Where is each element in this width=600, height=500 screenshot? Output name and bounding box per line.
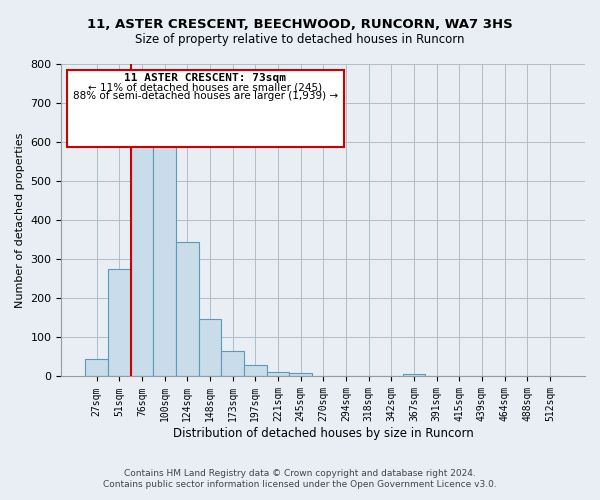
Bar bbox=[289, 374, 312, 376]
Text: Contains public sector information licensed under the Open Government Licence v3: Contains public sector information licen… bbox=[103, 480, 497, 489]
Bar bbox=[131, 136, 153, 376]
Text: ← 11% of detached houses are smaller (245): ← 11% of detached houses are smaller (24… bbox=[88, 82, 322, 92]
Text: 11 ASTER CRESCENT: 73sqm: 11 ASTER CRESCENT: 73sqm bbox=[124, 72, 286, 83]
Bar bbox=[176, 242, 199, 376]
Bar bbox=[108, 269, 131, 376]
Bar bbox=[244, 365, 266, 376]
Text: Size of property relative to detached houses in Runcorn: Size of property relative to detached ho… bbox=[135, 32, 465, 46]
Text: 88% of semi-detached houses are larger (1,939) →: 88% of semi-detached houses are larger (… bbox=[73, 92, 338, 102]
Bar bbox=[221, 351, 244, 376]
Bar bbox=[403, 374, 425, 376]
Bar bbox=[85, 359, 108, 376]
Bar bbox=[199, 318, 221, 376]
FancyBboxPatch shape bbox=[67, 70, 344, 147]
Bar bbox=[153, 118, 176, 376]
Y-axis label: Number of detached properties: Number of detached properties bbox=[15, 132, 25, 308]
Text: Contains HM Land Registry data © Crown copyright and database right 2024.: Contains HM Land Registry data © Crown c… bbox=[124, 468, 476, 477]
X-axis label: Distribution of detached houses by size in Runcorn: Distribution of detached houses by size … bbox=[173, 427, 473, 440]
Text: 11, ASTER CRESCENT, BEECHWOOD, RUNCORN, WA7 3HS: 11, ASTER CRESCENT, BEECHWOOD, RUNCORN, … bbox=[87, 18, 513, 30]
Bar bbox=[266, 372, 289, 376]
